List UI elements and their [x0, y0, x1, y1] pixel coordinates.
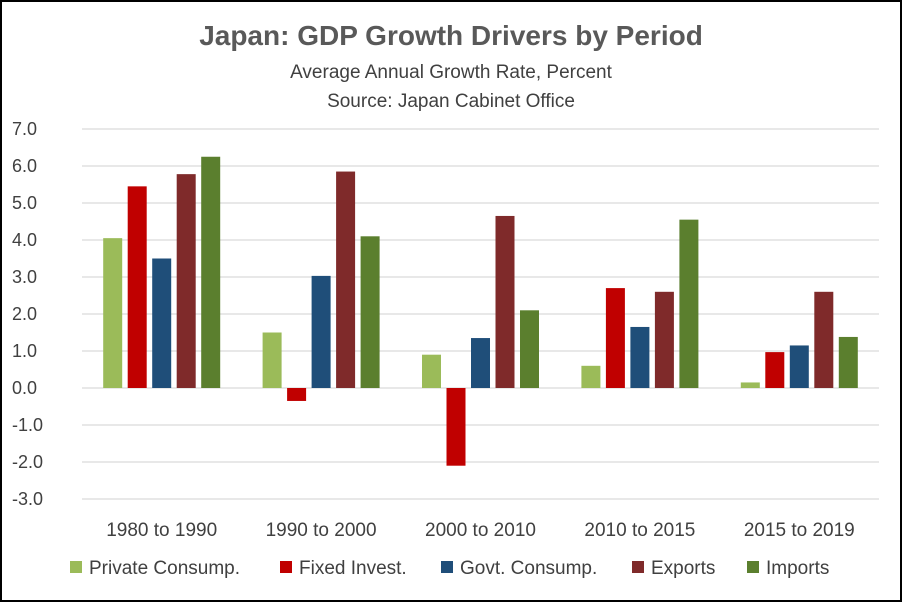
y-tick-label: 4.0 [12, 230, 37, 250]
bar [765, 352, 785, 388]
x-category-label: 2010 to 2015 [584, 520, 695, 541]
y-tick-label: 5.0 [12, 193, 37, 213]
x-category-label: 1980 to 1990 [106, 520, 217, 541]
legend-swatch [747, 561, 759, 573]
bar [838, 336, 858, 388]
bar [814, 291, 834, 388]
legend: Private Consump. Fixed Invest. Govt. Consu… [70, 558, 829, 579]
bar [360, 236, 380, 388]
legend-swatch [280, 561, 292, 573]
y-tick-label: 6.0 [12, 156, 37, 176]
x-axis-category-labels: 1980 to 1990 1990 to 2000 2000 to 2010 2010… [106, 520, 855, 541]
chart-source: Source: Japan Cabinet Office [327, 91, 575, 112]
bar-series [103, 156, 858, 466]
bar [520, 310, 539, 388]
chart-subtitle: Average Annual Growth Rate, Percent [290, 62, 612, 83]
y-tick-label: -3.0 [12, 489, 43, 509]
x-category-label: 2015 to 2019 [744, 520, 855, 541]
legend-swatch [632, 561, 644, 573]
bar [495, 215, 515, 388]
bar [336, 171, 356, 388]
legend-swatch [441, 561, 453, 573]
y-tick-label: -1.0 [12, 415, 43, 435]
legend-label: Private Consump. [89, 558, 240, 579]
y-tick-label: 2.0 [12, 304, 37, 324]
bar [654, 291, 674, 388]
bar [630, 326, 650, 388]
y-tick-label: -2.0 [12, 452, 43, 472]
bar [422, 354, 441, 388]
bar [581, 365, 601, 388]
legend-label: Govt. Consump. [460, 558, 597, 579]
y-tick-label: 7.0 [12, 119, 37, 139]
bar [287, 388, 307, 401]
bar [740, 382, 760, 388]
legend-label: Fixed Invest. [299, 558, 407, 579]
legend-swatch [70, 561, 82, 573]
x-category-label: 2000 to 2010 [425, 520, 536, 541]
bar [446, 388, 466, 466]
y-axis-tick-labels: 7.0 6.0 5.0 4.0 3.0 2.0 1.0 0.0 -1.0 -2.0 -3.0 [12, 119, 43, 509]
y-tick-label: 0.0 [12, 378, 37, 398]
legend-label: Exports [651, 558, 715, 579]
bar [152, 258, 172, 388]
y-tick-label: 3.0 [12, 267, 37, 287]
bar [311, 275, 331, 388]
x-category-label: 1990 to 2000 [266, 520, 377, 541]
bar [679, 219, 699, 388]
bar [471, 338, 490, 388]
bar [103, 238, 123, 388]
bar [262, 332, 282, 388]
chart-title: Japan: GDP Growth Drivers by Period [199, 20, 703, 51]
y-tick-label: 1.0 [12, 341, 37, 361]
bar [789, 345, 809, 388]
bar [127, 186, 147, 388]
bar [201, 156, 221, 388]
bar [176, 174, 196, 388]
legend-label: Imports [766, 558, 829, 579]
bar [605, 288, 625, 388]
